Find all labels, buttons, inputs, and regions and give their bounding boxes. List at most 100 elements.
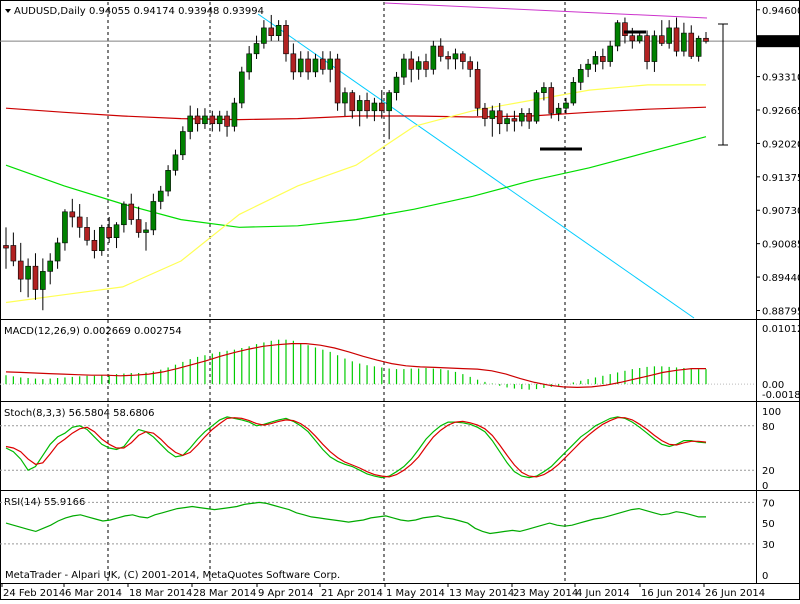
candle-body <box>636 35 643 42</box>
candle-body <box>268 27 275 36</box>
time-tick-label: 4 Jun 2014 <box>576 588 630 599</box>
candle-body <box>474 69 481 109</box>
price-tick-label: 0.93310 <box>762 73 800 84</box>
moving-average-fast <box>5 84 706 304</box>
candle-body <box>555 107 562 114</box>
candle-body <box>570 81 577 104</box>
candle-body <box>209 115 216 125</box>
candle-body <box>393 76 400 93</box>
time-tick-label: 26 Jun 2014 <box>705 588 765 599</box>
time-tick-label: 1 May 2014 <box>386 588 445 599</box>
candle-body <box>408 58 415 70</box>
candle-body <box>563 102 569 109</box>
candle-body <box>202 115 208 125</box>
candle-body <box>356 100 363 112</box>
trend-line-magenta <box>384 2 708 19</box>
rsi-tick-label: 70 <box>762 498 775 509</box>
candle-body <box>275 25 282 36</box>
candle-body <box>216 115 223 125</box>
price-tick-label: 0.94600 <box>762 6 800 17</box>
candle-body <box>437 45 444 57</box>
candle-body <box>349 92 356 112</box>
copyright-footer: MetaTrader - Alpari UK, (C) 2001-2014, M… <box>5 570 340 581</box>
time-tick-label: 28 Mar 2014 <box>193 588 256 599</box>
candle-body <box>334 58 341 104</box>
rsi-tick-label: 30 <box>762 540 775 551</box>
stoch-tick-label: 0 <box>762 481 768 492</box>
time-tick-label: 23 May 2014 <box>513 588 578 599</box>
candle-body <box>629 35 636 42</box>
candle-body <box>688 32 695 57</box>
symbol-dropdown-icon[interactable] <box>5 9 11 13</box>
candle-body <box>312 58 319 73</box>
candle-body <box>320 58 326 70</box>
candle-body <box>180 131 186 156</box>
current-price-label: 0.93994 <box>760 37 800 48</box>
ohlc-readout: 0.94055 0.94174 0.93948 0.93994 <box>89 6 264 17</box>
candle-body <box>47 260 54 272</box>
candle-body <box>695 37 702 57</box>
candle-body <box>401 58 407 78</box>
candle-body <box>592 56 599 65</box>
stoch-main-line <box>5 416 707 479</box>
time-tick-label: 9 Apr 2014 <box>258 588 313 599</box>
candle-body <box>452 53 459 60</box>
stoch-title: Stoch(8,3,3) 56.5804 58.6806 <box>4 408 155 419</box>
candle-body <box>231 102 238 127</box>
candle-body <box>172 154 179 171</box>
time-tick-label: 6 Mar 2014 <box>65 588 122 599</box>
candle-body <box>98 227 105 251</box>
candle-body <box>577 69 584 83</box>
candle-body <box>76 216 83 228</box>
candle-body <box>342 92 348 104</box>
candle-body <box>467 61 474 70</box>
rsi-tick-label: 0 <box>762 571 768 582</box>
price-tick-label: 0.90085 <box>762 240 800 251</box>
candle-body <box>25 265 31 280</box>
candle-body <box>614 22 621 47</box>
candle-body <box>644 35 650 62</box>
candle-body <box>54 242 61 262</box>
candle-body <box>460 53 466 62</box>
candle-body <box>489 110 496 119</box>
candle-body <box>62 211 68 244</box>
candle-body <box>150 201 157 231</box>
candle-body <box>371 102 378 112</box>
time-tick-label: 21 Apr 2014 <box>321 588 383 599</box>
stoch-tick-label: 20 <box>762 466 775 477</box>
macd-title: MACD(12,26,9) 0.002669 0.002754 <box>4 326 182 337</box>
candle-body <box>157 190 164 202</box>
candle-body <box>386 92 392 112</box>
macd-signal-line <box>5 343 706 389</box>
candle-body <box>10 245 17 262</box>
price-tick-label: 0.91375 <box>762 173 800 184</box>
candle-body <box>430 45 437 70</box>
candle-body <box>238 71 245 104</box>
stoch-signal-line <box>5 417 707 478</box>
stoch-tick-label: 100 <box>762 407 781 418</box>
candle-body <box>17 260 24 280</box>
time-tick-label: 18 Mar 2014 <box>129 588 192 599</box>
candle-body <box>91 239 98 251</box>
candle-body <box>32 265 39 290</box>
candle-body <box>253 43 260 55</box>
candle-body <box>194 115 201 125</box>
candle-body <box>364 100 370 112</box>
macd-tick-label: -0.001821 <box>762 390 800 401</box>
price-tick-label: 0.92020 <box>762 139 800 150</box>
candle-body <box>533 92 540 122</box>
rsi-tick-label: 50 <box>762 519 775 530</box>
time-tick-label: 16 Jun 2014 <box>641 588 701 599</box>
candle-body <box>3 245 9 249</box>
candle-body <box>113 224 120 239</box>
candle-body <box>378 102 385 112</box>
candle-body <box>681 32 687 52</box>
candle-body <box>703 37 709 42</box>
candle-body <box>607 45 614 62</box>
candle-body <box>305 58 311 73</box>
candle-body <box>496 110 503 125</box>
macd-tick-label: 0.00 <box>762 380 784 391</box>
